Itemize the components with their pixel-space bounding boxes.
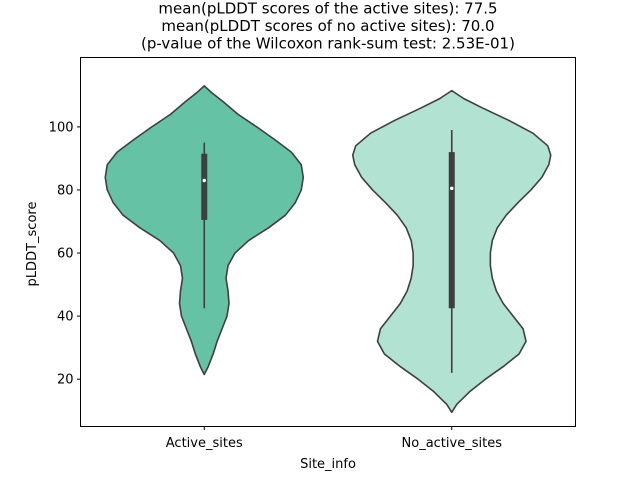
y-tick-label: 60 <box>57 247 74 262</box>
y-tick-label: 40 <box>57 310 74 325</box>
y-tick-label: 20 <box>57 373 74 388</box>
x-tick-label: No_active_sites <box>402 436 503 451</box>
violin-iqr-box <box>201 153 208 220</box>
title-line-2: mean(pLDDT scores of no active sites): 7… <box>161 17 494 35</box>
violin-median-dot <box>202 178 206 183</box>
x-tick-label: Active_sites <box>166 436 243 451</box>
y-axis: 20 40 60 80 100 <box>49 120 81 388</box>
x-axis-label: Site_info <box>300 457 356 472</box>
y-tick-label: 100 <box>49 120 74 135</box>
violin-no-active-sites <box>351 89 552 414</box>
y-axis-label: pLDDT_score <box>25 202 40 287</box>
title-line-3: (p-value of the Wilcoxon rank-sum test: … <box>141 35 515 53</box>
violin-iqr-box <box>448 152 455 309</box>
violin-median-dot <box>450 186 454 191</box>
chart-title: mean(pLDDT scores of the active sites): … <box>141 0 515 53</box>
violin-active-sites <box>104 85 305 376</box>
title-line-1: mean(pLDDT scores of the active sites): … <box>158 0 497 18</box>
violins-layer <box>104 85 552 414</box>
y-tick-label: 80 <box>57 183 74 198</box>
x-axis: Active_sites No_active_sites <box>166 426 503 451</box>
plot-frame <box>80 57 576 427</box>
